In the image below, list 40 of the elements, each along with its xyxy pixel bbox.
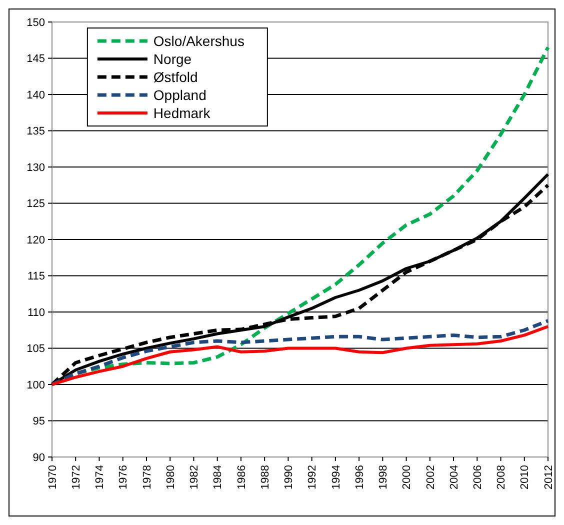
legend-label: Oppland bbox=[153, 86, 206, 103]
x-tick-label: 1990 bbox=[283, 465, 296, 490]
y-tick-label: 100 bbox=[26, 379, 45, 392]
x-tick-label: 1984 bbox=[212, 465, 224, 490]
x-tick-label: 1988 bbox=[259, 465, 272, 490]
y-tick-label: 145 bbox=[26, 53, 45, 66]
y-tick-label: 135 bbox=[26, 126, 45, 138]
y-tick-label: 125 bbox=[26, 198, 45, 210]
x-tick-label: 2010 bbox=[519, 465, 532, 490]
x-tick-label: 1972 bbox=[70, 465, 82, 490]
x-tick-label: 1970 bbox=[46, 465, 59, 490]
y-tick-label: 110 bbox=[27, 306, 45, 319]
y-tick-label: 150 bbox=[26, 16, 45, 29]
x-tick-label: 2000 bbox=[401, 465, 414, 490]
y-tick-label: 105 bbox=[26, 343, 45, 356]
x-tick-label: 1976 bbox=[118, 465, 130, 490]
x-tick-label: 2004 bbox=[448, 465, 460, 490]
legend-label: Hedmark bbox=[153, 104, 212, 121]
y-tick-label: 120 bbox=[26, 234, 45, 246]
x-tick-label: 1996 bbox=[354, 465, 366, 490]
x-tick-label: 1982 bbox=[188, 465, 201, 490]
x-tick-label: 1992 bbox=[306, 465, 319, 490]
legend-label: Norge bbox=[153, 50, 192, 67]
x-tick-label: 2012 bbox=[542, 465, 555, 490]
y-tick-label: 95 bbox=[32, 416, 45, 428]
x-tick-label: 1978 bbox=[141, 465, 154, 490]
x-tick-label: 2008 bbox=[496, 465, 508, 490]
x-tick-label: 1974 bbox=[94, 465, 106, 490]
x-tick-label: 1986 bbox=[236, 465, 248, 490]
legend-label: Oslo/Akershus bbox=[153, 32, 244, 49]
y-tick-label: 90 bbox=[32, 452, 45, 464]
x-tick-label: 2002 bbox=[424, 465, 437, 490]
y-tick-label: 115 bbox=[27, 270, 45, 283]
x-tick-label: 2006 bbox=[472, 465, 484, 490]
legend-label: Østfold bbox=[153, 68, 198, 85]
y-tick-label: 130 bbox=[26, 162, 45, 174]
x-tick-label: 1994 bbox=[330, 465, 342, 490]
x-tick-label: 1998 bbox=[378, 465, 390, 490]
y-tick-label: 140 bbox=[26, 89, 45, 102]
x-tick-label: 1980 bbox=[164, 465, 177, 490]
